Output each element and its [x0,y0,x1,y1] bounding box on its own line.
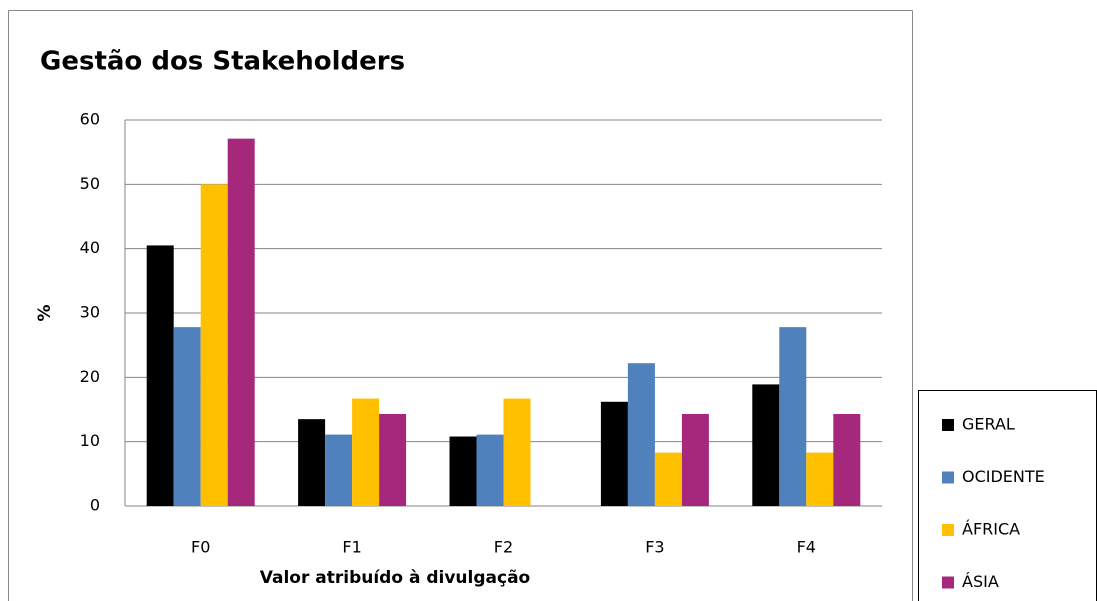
y-tick-label: 10 [80,431,100,450]
x-tick-label: F0 [191,538,210,557]
legend-label: ÁFRICA [962,520,1020,539]
x-tick-label: F3 [645,538,664,557]
legend-swatch [942,419,954,431]
legend-label: ÁSIA [962,572,999,591]
legend-label: OCIDENTE [962,467,1045,486]
legend-swatch [942,524,954,536]
x-tick-label: F4 [797,538,816,557]
bar [325,434,353,506]
legend-swatch [942,576,954,589]
bar [779,327,807,506]
bar [173,327,201,506]
x-axis-title: Valor atribuído à divulgação [260,568,530,588]
y-axis-title: % [35,304,55,321]
bar [146,245,174,506]
bar [681,414,709,506]
legend-swatch [942,471,954,484]
x-tick-label: F1 [342,538,361,557]
bar [600,401,628,506]
chart-title: Gestão dos Stakeholders [40,47,405,77]
bar [752,384,780,506]
bar [449,436,477,506]
legend-label: GERAL [962,415,1015,434]
y-tick-label: 30 [80,303,100,322]
x-tick-label: F2 [494,538,513,557]
y-tick-label: 0 [90,496,100,515]
bar [503,398,531,506]
bar [200,184,228,507]
bar [476,434,504,506]
bar [379,414,407,506]
bar [298,419,326,506]
y-tick-label: 40 [80,238,100,257]
y-tick-label: 20 [80,367,100,386]
bar [833,414,861,506]
bar [654,452,682,506]
bar [352,398,380,506]
y-tick-label: 50 [80,174,100,193]
y-tick-label: 60 [80,110,100,129]
bar [806,452,834,506]
bar [227,138,255,506]
bar [627,363,655,506]
